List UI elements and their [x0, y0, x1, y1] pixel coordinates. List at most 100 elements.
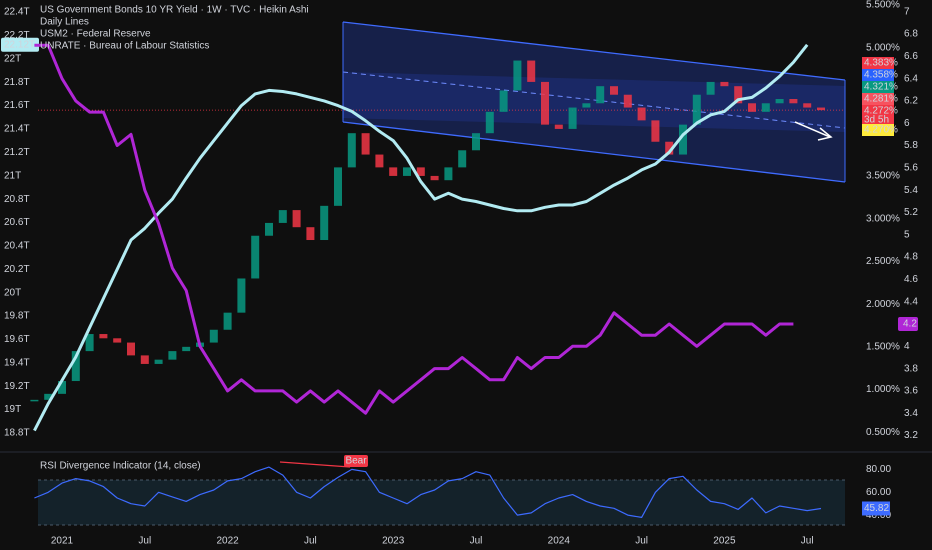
x-tick-label: 2025 — [713, 536, 736, 547]
y2-tick-label: 1.500% — [866, 341, 900, 352]
candle — [278, 210, 287, 223]
y3-tick-label: 4.6 — [904, 274, 918, 285]
candle — [679, 124, 687, 155]
rsi-tag — [862, 501, 890, 516]
y-tick-label: 19.2T — [4, 381, 30, 392]
candle — [71, 351, 80, 382]
rsi-tag-label: 45.82 — [864, 503, 889, 514]
price-tag — [862, 81, 894, 93]
price-tag-label: 4.383% — [864, 58, 898, 69]
candle — [430, 175, 439, 181]
price-tag-label: 4.281% — [864, 94, 898, 105]
value-tag — [1, 37, 39, 52]
y-tick-label: 22T — [4, 53, 21, 64]
y3-tick-label: 4.4 — [904, 296, 918, 307]
candle — [223, 312, 232, 330]
candle — [623, 94, 632, 108]
y3-tick-label: 5 — [904, 229, 910, 240]
candle — [444, 167, 453, 181]
candle — [251, 235, 260, 279]
y-tick-label: 19.4T — [4, 357, 30, 368]
y-tick-label: 20.2T — [4, 264, 30, 275]
candle — [154, 359, 163, 364]
y-tick-label: 19.6T — [4, 334, 30, 345]
candle — [748, 103, 756, 112]
y3-tick-label: 6.2 — [904, 96, 918, 107]
candle — [306, 227, 315, 241]
y2-tick-label: 5.000% — [866, 42, 900, 53]
arrow-head — [817, 127, 833, 141]
y-tick-label: 20.4T — [4, 241, 30, 252]
y-tick-label: 22.4T — [4, 7, 30, 18]
y3-tick-label: 5.6 — [904, 162, 918, 173]
candle — [775, 99, 784, 104]
y-tick-label: 20.6T — [4, 217, 30, 228]
candle — [554, 124, 563, 129]
y3-tick-label: 6 — [904, 118, 910, 129]
x-tick-label: Jul — [801, 536, 814, 547]
candle — [168, 351, 177, 360]
price-tag-label: 4.321% — [864, 82, 898, 93]
x-tick-label: 2023 — [382, 536, 405, 547]
annotation: Bear — [345, 456, 367, 467]
y-tick-label: 20T — [4, 287, 21, 298]
y-tick-label: 21.2T — [4, 147, 30, 158]
candle — [485, 111, 494, 134]
y-tick-label: 20.8T — [4, 194, 30, 205]
price-tag — [862, 69, 894, 81]
candle — [651, 120, 660, 142]
channel-top — [342, 21, 846, 81]
y3-tick-label: 5.2 — [904, 207, 918, 218]
candle — [720, 81, 729, 87]
candle — [761, 103, 770, 112]
y3-tick-label: 3.6 — [904, 386, 918, 397]
price-tag-label: 4.358% — [864, 70, 898, 81]
candle — [582, 103, 591, 108]
y-tick-label: 19.8T — [4, 311, 30, 322]
y-tick-label: 19T — [4, 404, 21, 415]
divergence-line — [279, 461, 351, 468]
y2-tick-label: 2.000% — [866, 299, 900, 310]
candle — [30, 399, 39, 402]
y3-tick-label: 4.8 — [904, 252, 918, 263]
series-line — [34, 43, 794, 415]
rsi-title: RSI Divergence Indicator (14, close) — [40, 461, 201, 472]
rsi-tick-label: 80.00 — [866, 464, 891, 475]
value-tag — [898, 317, 918, 331]
candle — [44, 393, 53, 400]
candle — [568, 107, 577, 129]
price-tag — [862, 57, 894, 69]
y2-tick-label: 2.500% — [866, 256, 900, 267]
price-tag — [862, 93, 894, 105]
y3-tick-label: 7 — [904, 6, 910, 17]
x-tick-label: 2021 — [51, 536, 74, 547]
candle — [472, 133, 480, 151]
y3-tick-label: 5.8 — [904, 140, 918, 151]
y3-tick-label: 6.8 — [904, 29, 918, 40]
y3-tick-label: 6.4 — [904, 73, 918, 84]
channel-mid — [342, 71, 846, 129]
chart-title: US Government Bonds 10 YR Yield · 1W · T… — [40, 5, 309, 16]
candle — [817, 107, 825, 111]
candle — [403, 167, 411, 176]
candle — [665, 141, 674, 155]
candle — [692, 94, 701, 125]
candle — [706, 81, 715, 95]
candle — [499, 90, 508, 112]
candle — [292, 210, 301, 228]
candle — [237, 278, 246, 313]
candle — [389, 167, 398, 176]
candle — [265, 222, 273, 236]
candle — [347, 133, 356, 168]
y3-tick-label: 4 — [904, 341, 910, 352]
x-tick-label: 2024 — [548, 536, 571, 547]
candle — [789, 99, 798, 104]
candle — [209, 329, 218, 343]
channel-bottom — [342, 121, 846, 183]
y2-tick-label: 5.500% — [866, 0, 900, 11]
candle — [127, 342, 135, 356]
y2-tick-label: 3.000% — [866, 213, 900, 224]
candle — [513, 60, 522, 91]
